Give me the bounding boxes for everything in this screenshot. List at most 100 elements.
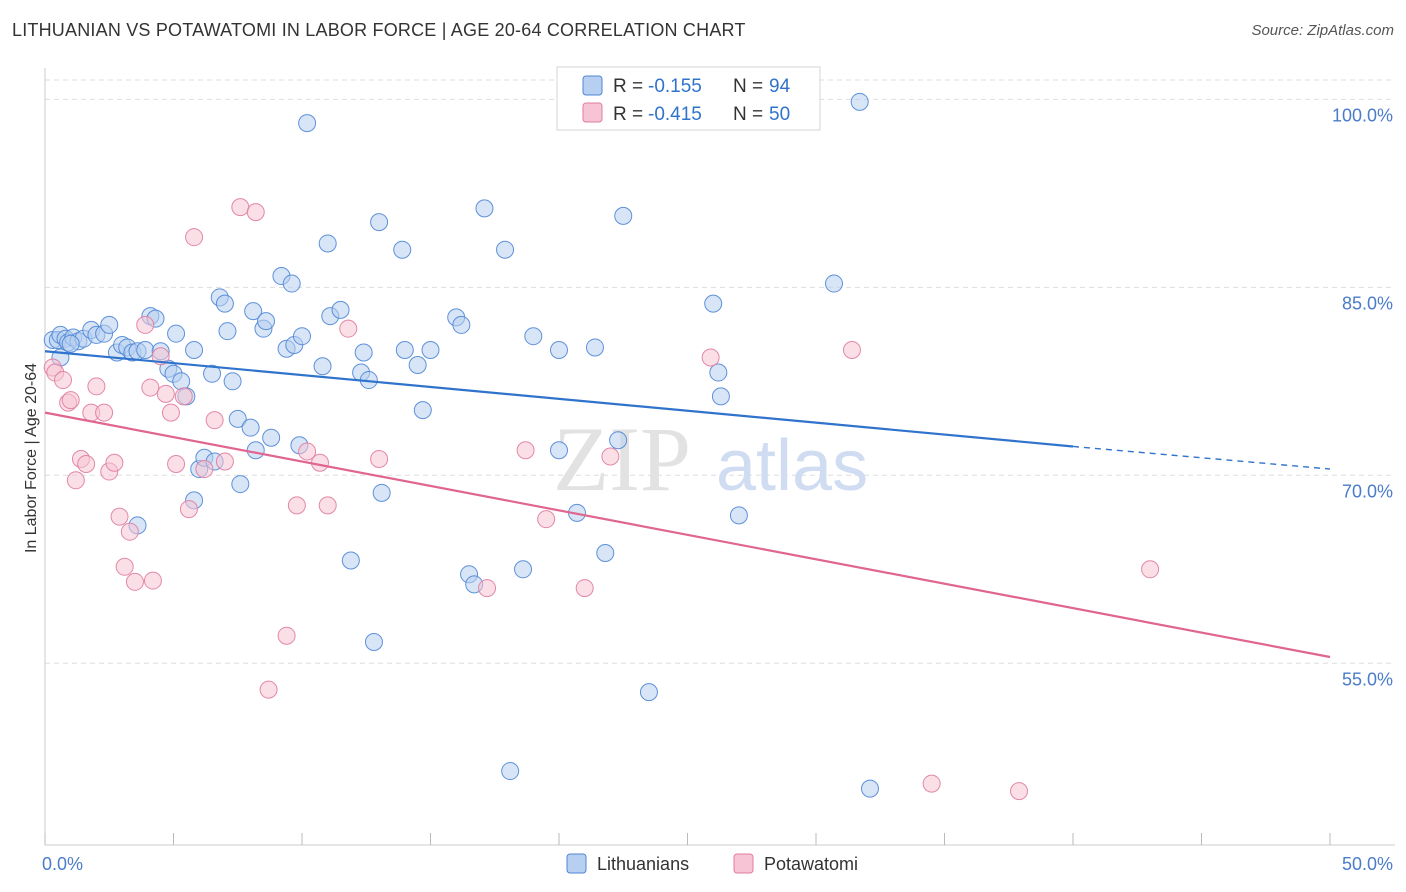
- point-potawatomi: [1141, 560, 1160, 579]
- point-lithuanians: [639, 683, 658, 702]
- data-points: [43, 92, 1160, 801]
- point-potawatomi: [195, 460, 214, 479]
- point-lithuanians: [136, 340, 155, 359]
- point-lithuanians: [331, 300, 350, 319]
- point-lithuanians: [203, 364, 222, 383]
- point-potawatomi: [537, 510, 556, 529]
- point-potawatomi: [478, 579, 497, 598]
- point-lithuanians: [318, 234, 337, 253]
- point-lithuanians: [167, 324, 186, 343]
- bottom-legend-label-lithuanians: Lithuanians: [597, 854, 689, 874]
- point-lithuanians: [452, 315, 471, 334]
- legend: R = -0.155 N = 94 R = -0.415 N = 50: [556, 66, 821, 131]
- legend-r-value-2: -0.415: [648, 104, 702, 125]
- point-lithuanians: [501, 762, 520, 781]
- point-potawatomi: [87, 377, 106, 396]
- legend-n-value-1: 94: [769, 76, 791, 97]
- point-potawatomi: [601, 447, 620, 466]
- point-potawatomi: [95, 403, 114, 422]
- legend-n-label-1: N =: [733, 76, 763, 97]
- point-potawatomi: [77, 455, 96, 474]
- point-lithuanians: [550, 340, 568, 359]
- point-lithuanians: [711, 387, 730, 406]
- point-potawatomi: [143, 571, 162, 590]
- point-lithuanians: [241, 418, 260, 437]
- point-lithuanians: [228, 409, 247, 428]
- x-tick-label-max: 50.0%: [1342, 854, 1393, 874]
- y-tick-label: 55.0%: [1342, 669, 1393, 689]
- point-potawatomi: [1010, 782, 1029, 801]
- legend-swatch-lithuanians: [582, 75, 603, 96]
- point-potawatomi: [136, 315, 155, 334]
- legend-swatch-potawatomi: [582, 102, 603, 123]
- point-potawatomi: [61, 391, 80, 410]
- chart-title: LITHUANIAN VS POTAWATOMI IN LABOR FORCE …: [12, 20, 746, 40]
- point-lithuanians: [514, 560, 533, 579]
- point-lithuanians: [223, 372, 242, 391]
- bottom-legend-swatch-lithuanians: [566, 853, 587, 874]
- point-lithuanians: [341, 551, 360, 570]
- x-tick-label-min: 0.0%: [42, 854, 83, 874]
- bottom-legend-label-potawatomi: Potawatomi: [764, 854, 858, 874]
- point-lithuanians: [372, 483, 391, 502]
- trend-line-lithuanians: [44, 350, 1074, 448]
- point-potawatomi: [277, 626, 296, 645]
- point-lithuanians: [393, 240, 412, 259]
- point-potawatomi: [231, 198, 250, 217]
- point-potawatomi: [842, 340, 861, 359]
- point-potawatomi: [66, 471, 85, 490]
- point-potawatomi: [120, 522, 139, 541]
- point-lithuanians: [475, 199, 494, 218]
- point-potawatomi: [161, 403, 180, 422]
- point-lithuanians: [364, 632, 383, 651]
- point-potawatomi: [370, 450, 389, 469]
- point-lithuanians: [609, 431, 628, 450]
- point-lithuanians: [413, 401, 432, 420]
- point-lithuanians: [313, 357, 332, 376]
- point-lithuanians: [408, 356, 427, 375]
- point-potawatomi: [575, 579, 594, 598]
- point-potawatomi: [185, 228, 204, 247]
- trend-line-lithuanians-extension: [1072, 445, 1331, 470]
- legend-r-label-1: R =: [613, 76, 643, 97]
- point-lithuanians: [421, 340, 440, 359]
- point-lithuanians: [550, 441, 568, 460]
- point-potawatomi: [701, 348, 720, 367]
- y-tick-label: 70.0%: [1342, 481, 1393, 501]
- point-lithuanians: [262, 428, 281, 447]
- point-potawatomi: [105, 453, 124, 472]
- axes: 55.0% 70.0% 85.0% 100.0% 0.0% 50.0%: [42, 68, 1395, 874]
- point-lithuanians: [709, 363, 728, 382]
- point-lithuanians: [218, 322, 237, 341]
- point-lithuanians: [860, 779, 879, 798]
- point-lithuanians: [100, 315, 119, 334]
- point-lithuanians: [614, 206, 633, 225]
- point-lithuanians: [824, 274, 843, 293]
- y-axis-label: In Labor Force | Age 20-64: [23, 363, 40, 553]
- watermark-zip: ZIP: [553, 408, 691, 510]
- point-lithuanians: [496, 240, 515, 259]
- point-lithuanians: [282, 274, 301, 293]
- point-lithuanians: [850, 92, 869, 111]
- point-lithuanians: [298, 114, 317, 133]
- point-potawatomi: [179, 500, 198, 519]
- y-tick-label: 85.0%: [1342, 293, 1393, 313]
- point-potawatomi: [318, 496, 337, 515]
- point-lithuanians: [215, 294, 234, 313]
- point-lithuanians: [524, 327, 543, 346]
- point-potawatomi: [167, 455, 186, 474]
- point-lithuanians: [246, 441, 265, 460]
- point-potawatomi: [922, 774, 941, 793]
- series-legend: Lithuanians Potawatomi: [566, 853, 858, 874]
- point-lithuanians: [61, 334, 80, 353]
- legend-n-value-2: 50: [769, 104, 790, 125]
- trend-lines: [44, 350, 1331, 659]
- point-lithuanians: [231, 475, 250, 494]
- watermark-atlas: atlas: [716, 426, 868, 506]
- bottom-legend-swatch-potawatomi: [733, 853, 754, 874]
- trend-line-potawatomi: [44, 411, 1331, 659]
- point-lithuanians: [354, 343, 373, 362]
- point-lithuanians: [729, 506, 748, 525]
- point-potawatomi: [156, 384, 175, 403]
